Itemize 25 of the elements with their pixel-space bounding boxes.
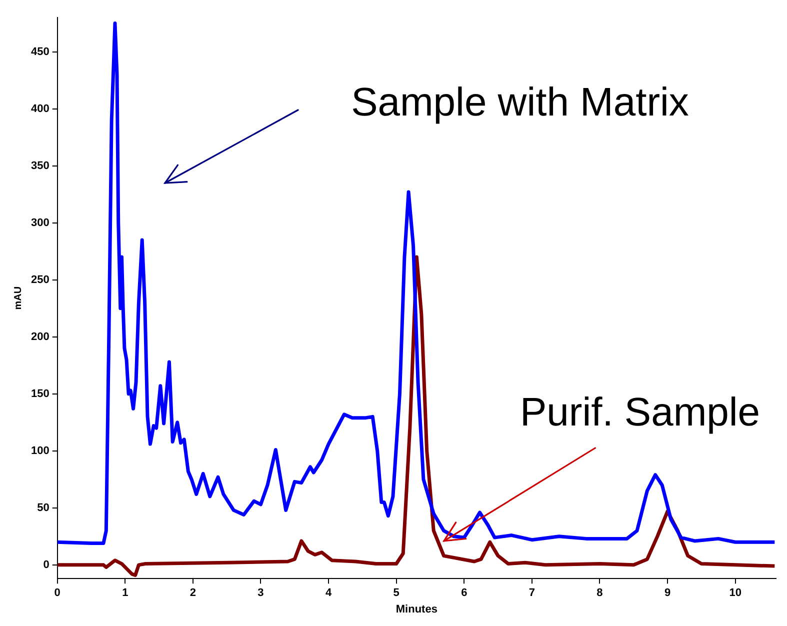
- x-tick-label: 2: [190, 587, 196, 600]
- x-tick-label: 7: [528, 587, 535, 600]
- y-tick-label: 350: [30, 160, 50, 172]
- y-tick-label: 100: [30, 444, 50, 457]
- y-tick-label: 300: [30, 216, 50, 229]
- x-axis-title: Minutes: [396, 603, 438, 616]
- annotation: Purif. Sample: [520, 390, 760, 436]
- x-tick-label: 4: [325, 587, 332, 600]
- x-tick-label: 8: [596, 587, 603, 600]
- y-tick-label: 150: [30, 388, 50, 400]
- x-tick-label: 0: [54, 587, 60, 600]
- y-tick-label: 0: [43, 558, 50, 571]
- x-tick-label: 5: [393, 587, 400, 600]
- y-axis-title: mAU: [12, 286, 24, 310]
- x-tick-label: 9: [664, 587, 671, 600]
- y-tick-label: 200: [30, 330, 50, 343]
- y-tick-label: 450: [30, 46, 50, 58]
- x-tick-label: 6: [461, 587, 468, 600]
- y-tick-label: 400: [30, 102, 50, 115]
- y-tick-label: 250: [30, 274, 50, 286]
- x-tick-label: 3: [258, 587, 264, 600]
- y-tick-label: 50: [37, 502, 50, 514]
- x-tick-label: 1: [122, 587, 128, 600]
- annotation: Sample with Matrix: [351, 80, 689, 126]
- x-tick-label: 10: [729, 587, 742, 600]
